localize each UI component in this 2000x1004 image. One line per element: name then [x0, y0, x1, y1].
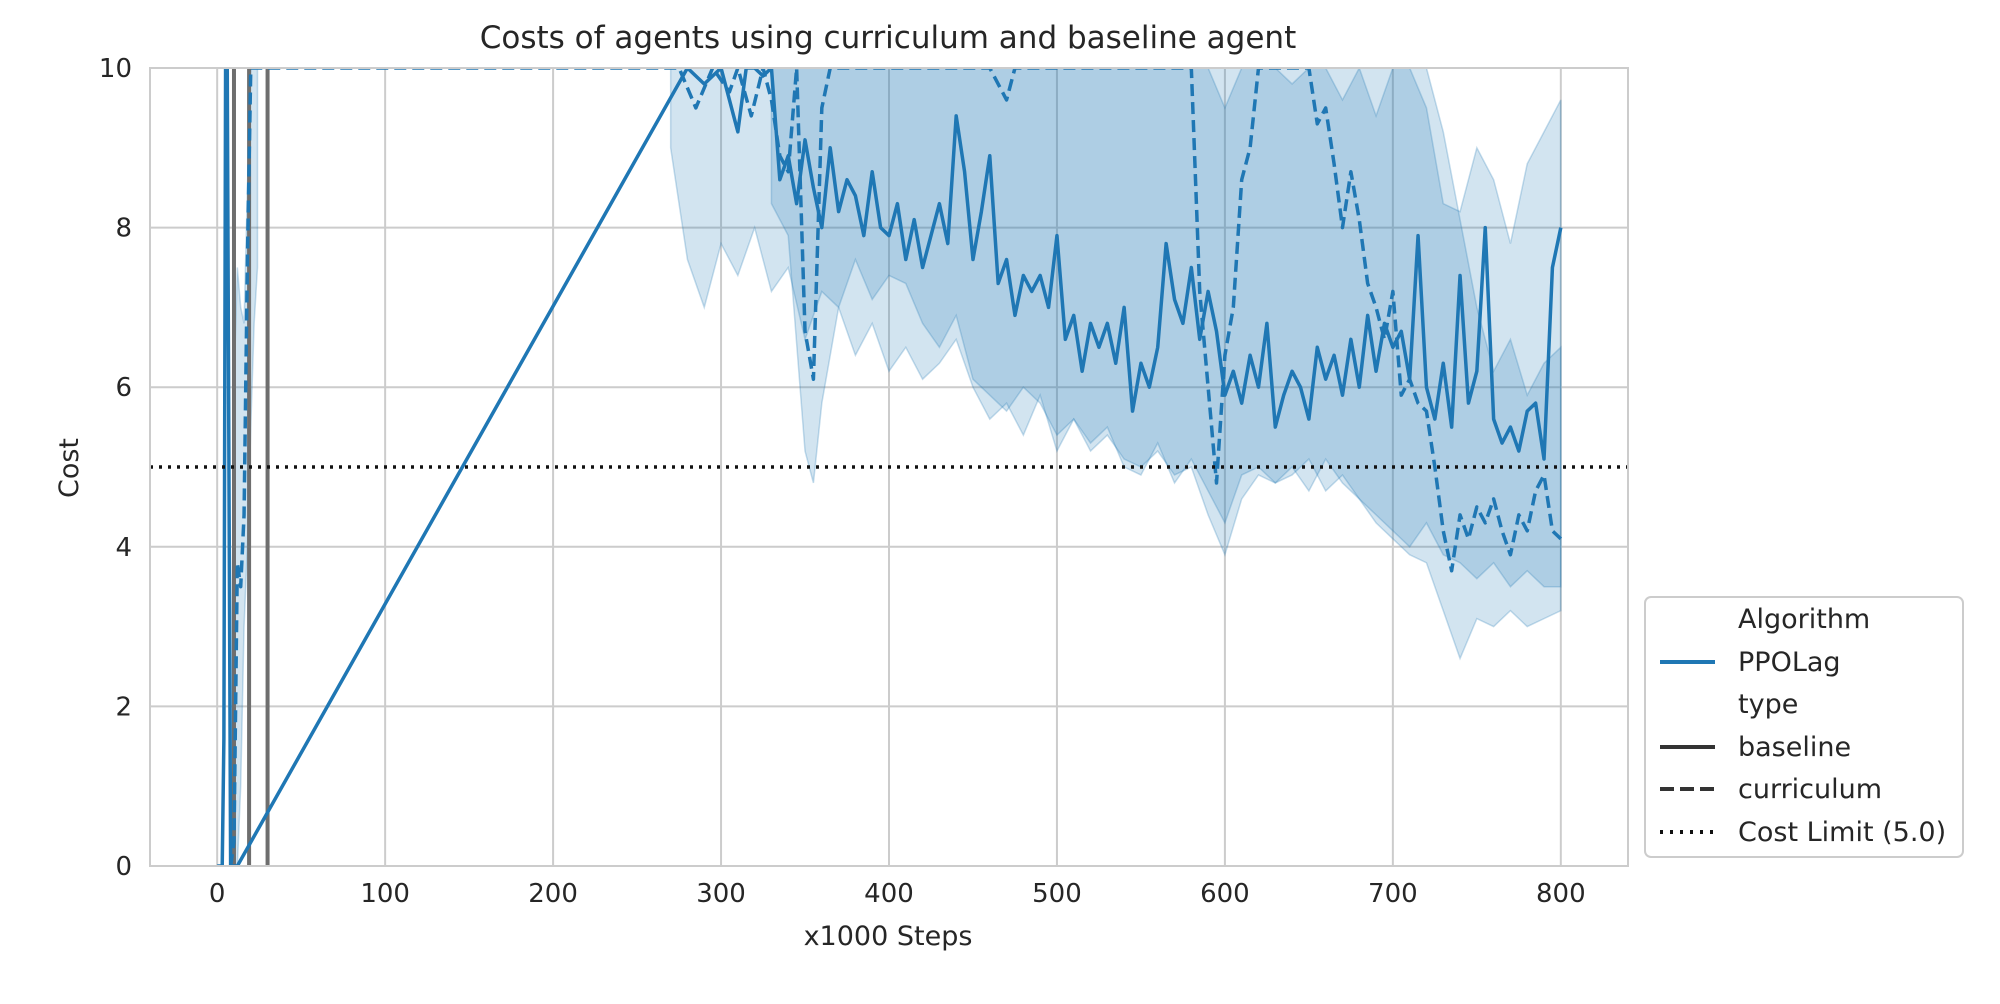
- y-tick-label: 6: [115, 373, 132, 403]
- legend-label-cost-limit: Cost Limit (5.0): [1738, 817, 1946, 848]
- legend-title-algorithm: Algorithm: [1738, 604, 1870, 635]
- x-tick-label: 400: [864, 879, 914, 909]
- tick-labels: 0 100 200 300 400 500 600 700 800 0 2 4 6 8 10: [99, 54, 1586, 909]
- chart-title: Costs of agents using curriculum and bas…: [480, 20, 1296, 56]
- x-tick-label: 500: [1032, 879, 1082, 909]
- legend-label-curriculum: curriculum: [1738, 774, 1882, 805]
- legend-label-baseline: baseline: [1738, 732, 1851, 763]
- legend: Algorithm PPOLag type baseline curriculu…: [1644, 596, 1964, 858]
- x-tick-label: 300: [696, 879, 746, 909]
- y-tick-label: 10: [99, 54, 132, 84]
- x-axis-label: x1000 Steps: [804, 921, 973, 952]
- x-tick-label: 800: [1536, 879, 1586, 909]
- legend-label-ppolag: PPOLag: [1738, 647, 1841, 678]
- y-tick-label: 4: [115, 533, 132, 563]
- x-tick-label: 100: [360, 879, 410, 909]
- x-tick-label: 700: [1368, 879, 1418, 909]
- y-tick-label: 0: [115, 852, 132, 882]
- legend-title-type: type: [1738, 689, 1798, 720]
- x-tick-label: 200: [528, 879, 578, 909]
- series-lines: [217, 68, 1563, 866]
- x-tick-label: 0: [209, 879, 226, 909]
- y-tick-label: 8: [115, 214, 132, 244]
- plot-frame: [149, 67, 1629, 867]
- x-tick-label: 600: [1200, 879, 1250, 909]
- y-tick-label: 2: [115, 692, 132, 722]
- series-curriculum: [228, 68, 1563, 866]
- legend-box: [1644, 596, 1964, 858]
- y-axis-label: Cost: [54, 438, 85, 498]
